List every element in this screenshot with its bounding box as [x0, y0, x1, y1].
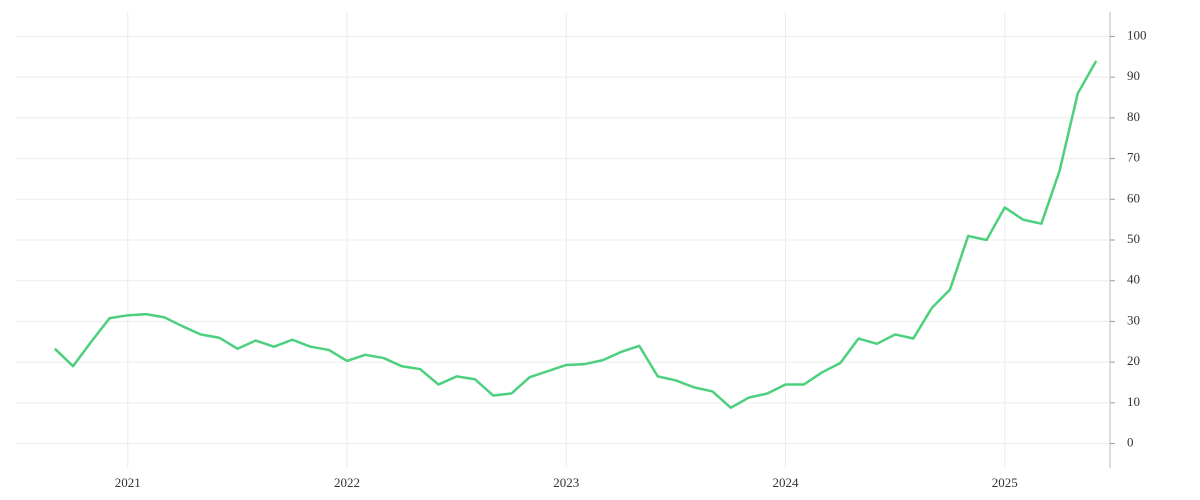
- x-tick-label: 2025: [992, 475, 1018, 490]
- x-tick-label: 2022: [334, 475, 360, 490]
- x-tick-label: 2023: [553, 475, 579, 490]
- y-tick-label: 30: [1127, 312, 1140, 327]
- y-tick-label: 70: [1127, 150, 1140, 165]
- y-tick-label: 40: [1127, 272, 1140, 287]
- y-tick-label: 50: [1127, 231, 1140, 246]
- y-tick-label: 20: [1127, 353, 1140, 368]
- x-tick-label: 2024: [773, 475, 800, 490]
- y-tick-label: 10: [1127, 394, 1140, 409]
- y-tick-label: 0: [1127, 435, 1134, 450]
- y-tick-label: 90: [1127, 68, 1140, 83]
- data-line: [53, 60, 1098, 409]
- y-tick-label: 100: [1127, 27, 1147, 42]
- y-tick-label: 80: [1127, 109, 1140, 124]
- x-tick-label: 2021: [115, 475, 141, 490]
- y-tick-label: 60: [1127, 190, 1140, 205]
